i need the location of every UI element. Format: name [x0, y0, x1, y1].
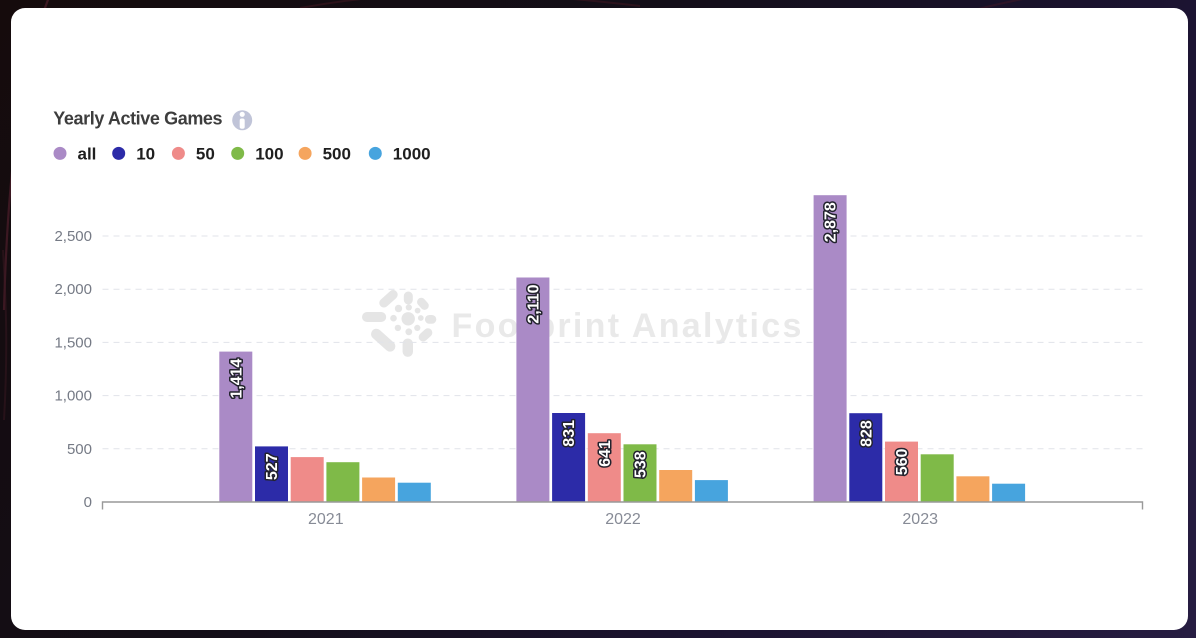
svg-text:all: all	[78, 144, 97, 163]
svg-text:2023: 2023	[902, 511, 938, 528]
svg-text:1,000: 1,000	[54, 388, 92, 405]
svg-text:2,500: 2,500	[54, 228, 92, 245]
svg-text:100: 100	[255, 144, 283, 163]
svg-text:10: 10	[136, 144, 155, 163]
svg-text:828: 828	[858, 420, 875, 447]
svg-text:1000: 1000	[393, 144, 431, 163]
svg-text:Footprint Analytics: Footprint Analytics	[452, 307, 804, 345]
svg-text:1,414: 1,414	[228, 359, 245, 399]
svg-text:560: 560	[894, 449, 911, 476]
svg-text:527: 527	[264, 453, 281, 480]
svg-text:1,500: 1,500	[54, 334, 92, 351]
svg-text:0: 0	[84, 494, 92, 511]
svg-text:Yearly Active Games: Yearly Active Games	[53, 109, 222, 129]
svg-text:500: 500	[323, 144, 351, 163]
svg-text:538: 538	[633, 451, 650, 478]
svg-text:831: 831	[561, 420, 578, 447]
svg-text:2,110: 2,110	[525, 284, 542, 323]
svg-text:641: 641	[597, 440, 614, 467]
svg-text:2,878: 2,878	[823, 202, 840, 242]
svg-text:2021: 2021	[308, 511, 344, 528]
svg-text:2,000: 2,000	[54, 281, 92, 298]
svg-text:50: 50	[196, 144, 215, 163]
svg-text:500: 500	[67, 441, 92, 458]
svg-text:2022: 2022	[605, 511, 641, 528]
